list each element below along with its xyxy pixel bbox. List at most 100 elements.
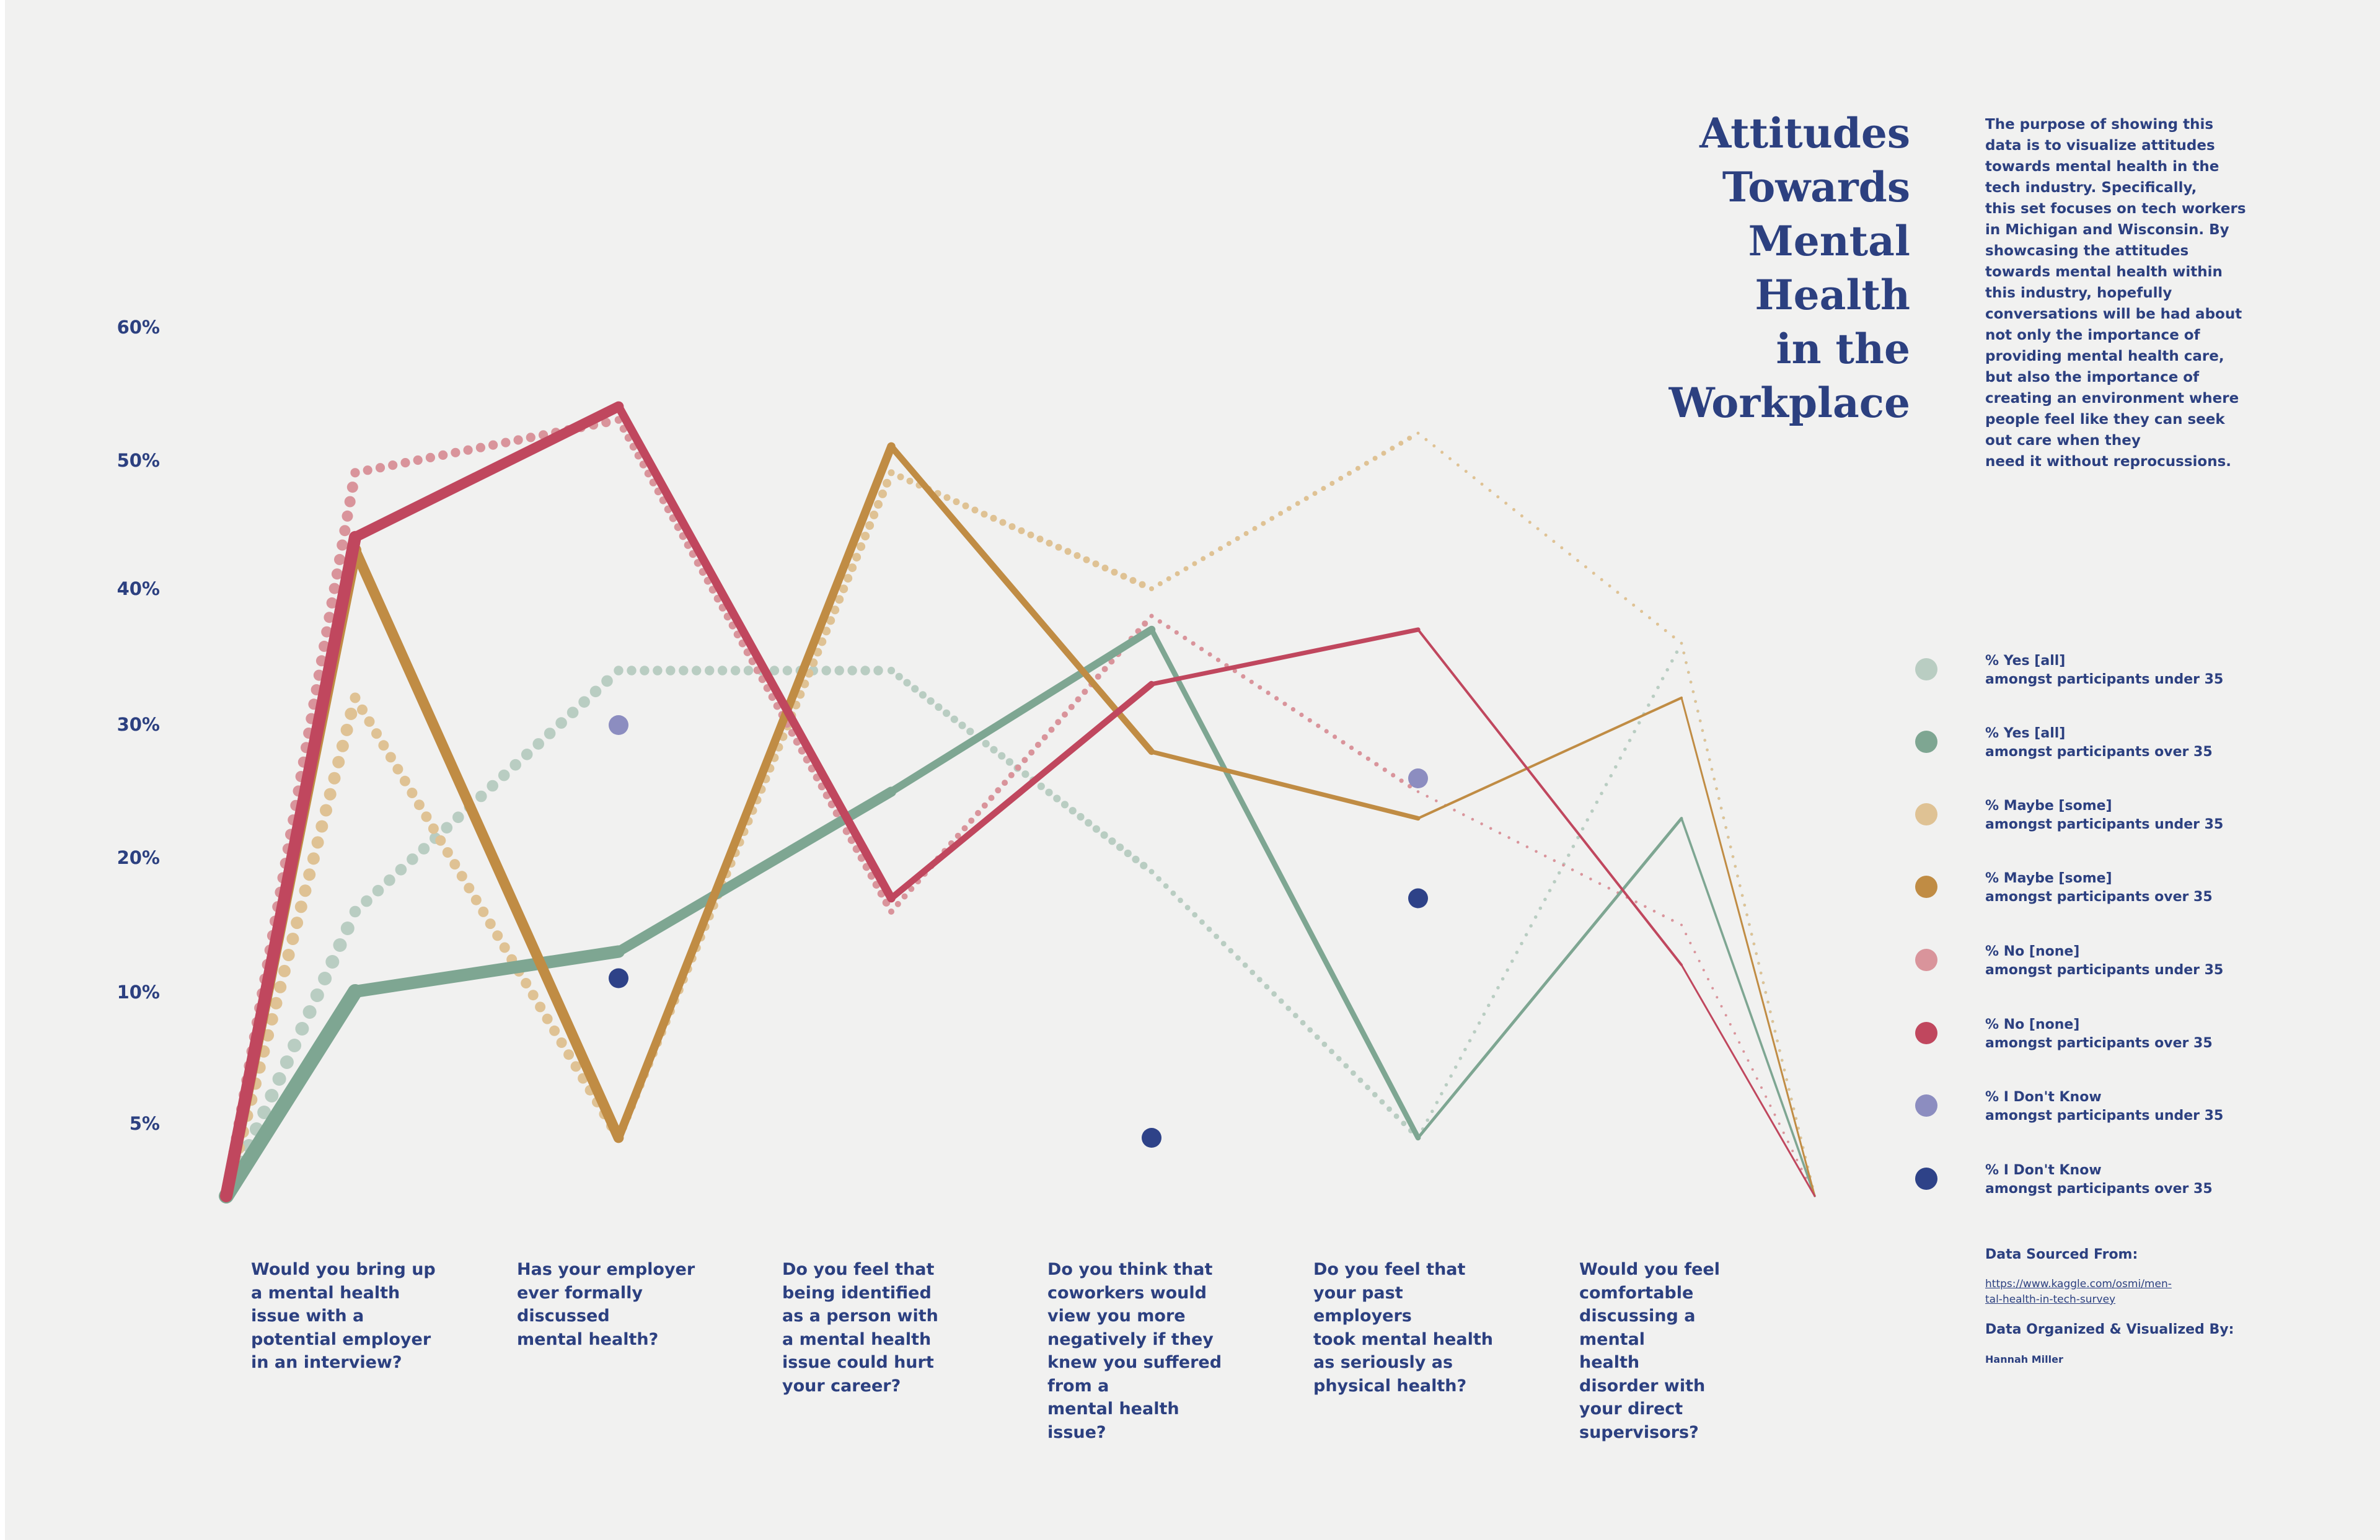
data-point (1655, 622, 1659, 626)
data-point (1282, 702, 1287, 706)
data-point (1068, 703, 1075, 710)
data-point (1696, 710, 1699, 713)
data-point (1710, 768, 1714, 771)
data-point (1077, 812, 1085, 821)
legend-item: % I Don't Know amongst participants over… (1915, 1161, 2287, 1205)
data-point (1651, 694, 1655, 698)
data-point (1285, 1005, 1292, 1011)
data-point (640, 666, 650, 675)
data-point (1372, 455, 1378, 461)
data-point (1680, 641, 1683, 645)
data-point (321, 626, 333, 638)
data-point (1660, 677, 1665, 680)
series-segment (614, 402, 896, 903)
data-point (1496, 495, 1500, 499)
source-link[interactable]: https://www.kaggle.com/osmi/men- tal-hea… (1985, 1278, 2172, 1306)
data-point (1790, 1098, 1793, 1101)
data-point (1515, 951, 1519, 954)
data-point (834, 666, 844, 675)
data-point (1073, 552, 1081, 559)
data-point (1206, 926, 1212, 932)
data-point (1491, 995, 1496, 998)
data-point (1512, 508, 1515, 511)
data-point (1258, 685, 1263, 690)
data-point (1349, 746, 1354, 750)
data-point (1525, 845, 1529, 848)
data-point (906, 477, 914, 485)
data-point (1142, 620, 1148, 627)
data-point (1694, 700, 1697, 703)
data-point (870, 510, 879, 519)
data-point (1075, 696, 1082, 703)
data-point (509, 759, 521, 771)
data-point (609, 715, 628, 735)
data-point (1576, 559, 1580, 562)
data-point (1048, 726, 1055, 733)
data-point (1717, 797, 1721, 800)
data-point (1401, 1120, 1407, 1127)
data-point (1264, 983, 1270, 990)
y-tick-label: 60% (117, 317, 160, 338)
data-point (378, 740, 389, 751)
data-point (601, 675, 613, 687)
data-point (1472, 476, 1476, 480)
data-point (345, 707, 358, 720)
data-point (435, 835, 446, 846)
data-point (848, 563, 857, 573)
data-point (1468, 1039, 1472, 1043)
data-point (395, 864, 407, 876)
series-segment (1149, 627, 1421, 687)
poster: 60% 50% 40% 30% 20% 10% 5% Would you bri… (5, 0, 2380, 1540)
data-point (1724, 826, 1727, 829)
data-point (1607, 886, 1611, 890)
data-point (883, 478, 891, 488)
data-point (407, 853, 418, 865)
data-point (821, 666, 831, 675)
credit-name: Hannah Miller (1985, 1353, 2063, 1365)
data-point (1535, 850, 1538, 853)
data-point (1293, 1013, 1298, 1019)
data-point (1498, 831, 1502, 835)
legend-label: % Yes [all] amongst participants over 35 (1985, 726, 2213, 760)
data-point (1269, 516, 1275, 521)
data-point (743, 666, 754, 675)
data-point (1722, 816, 1726, 819)
data-point (1764, 991, 1767, 994)
data-point (492, 930, 503, 941)
data-point (1430, 1109, 1434, 1114)
data-point (1595, 800, 1599, 804)
data-point (1045, 788, 1053, 796)
data-point (1209, 551, 1215, 557)
data-point (705, 666, 715, 675)
data-point (1183, 566, 1189, 571)
legend-swatch (1915, 1022, 1937, 1044)
data-point (1278, 511, 1284, 516)
data-point (1111, 568, 1118, 576)
data-point (873, 666, 883, 675)
data-point (1440, 1092, 1443, 1096)
data-point (1480, 822, 1483, 825)
data-point (1256, 977, 1263, 982)
data-point (1214, 933, 1219, 939)
data-point (340, 723, 353, 736)
data-point (336, 739, 349, 752)
data-point (1706, 748, 1709, 752)
data-point (1516, 840, 1520, 844)
data-point (894, 900, 901, 907)
data-point (1568, 552, 1572, 556)
data-point (1662, 914, 1665, 917)
data-point (521, 749, 533, 760)
data-point (1800, 1168, 1803, 1171)
data-point (961, 825, 968, 832)
data-point (1184, 905, 1191, 910)
y-tick-label: 10% (117, 982, 160, 1003)
data-point (331, 568, 343, 580)
data-point (499, 942, 510, 953)
series-segment (350, 401, 624, 543)
data-point (865, 521, 875, 530)
data-point (908, 886, 915, 892)
question-label: Would you bring up a mental health issue… (251, 1260, 436, 1372)
data-point (1444, 1083, 1448, 1087)
data-point (1553, 859, 1556, 862)
series-segment (888, 680, 1155, 902)
